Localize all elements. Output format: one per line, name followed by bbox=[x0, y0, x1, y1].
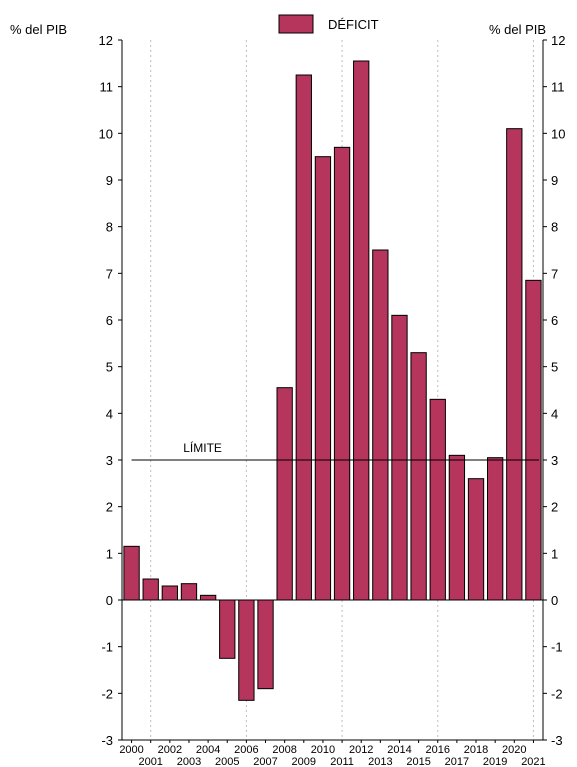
x-tick-label: 2010 bbox=[311, 744, 335, 756]
x-tick-label: 2014 bbox=[387, 744, 411, 756]
x-tick-label: 2004 bbox=[196, 744, 220, 756]
bar bbox=[391, 314, 408, 601]
bar bbox=[506, 128, 523, 601]
y-tick-label-right: -1 bbox=[551, 640, 563, 655]
bar bbox=[180, 583, 198, 601]
bar bbox=[199, 594, 217, 601]
bar bbox=[467, 478, 485, 601]
y-tick-label-right: 9 bbox=[551, 173, 558, 188]
x-tick-label: 2000 bbox=[119, 744, 143, 756]
y-tick-label-right: -3 bbox=[551, 733, 563, 748]
bar bbox=[161, 585, 178, 601]
bar bbox=[333, 146, 351, 601]
reference-line-group: LÍMITE bbox=[131, 440, 539, 461]
x-tick-label: 2003 bbox=[177, 756, 201, 767]
y-tick-label-right: 0 bbox=[551, 593, 558, 608]
x-tick-label: 2021 bbox=[521, 756, 545, 767]
x-tick-label: 2020 bbox=[502, 744, 526, 756]
y-tick-label-left: 11 bbox=[100, 80, 114, 95]
y-tick-label-left: -1 bbox=[101, 640, 113, 655]
y-tick-label-left: 5 bbox=[106, 360, 113, 375]
legend-swatch bbox=[278, 14, 314, 34]
bar bbox=[219, 599, 236, 659]
bar bbox=[257, 599, 274, 690]
bar bbox=[353, 60, 370, 601]
bar bbox=[525, 279, 542, 601]
y-axis-left-unit: % del PIB bbox=[10, 22, 67, 37]
x-tick-label: 2018 bbox=[464, 744, 488, 756]
bar bbox=[487, 457, 504, 601]
x-tick-label: 2005 bbox=[215, 756, 239, 767]
y-tick-label-left: 10 bbox=[99, 126, 113, 141]
y-tick-label-left: 1 bbox=[106, 546, 113, 561]
x-tick-label: 2017 bbox=[445, 756, 469, 767]
x-tick-label: 2019 bbox=[483, 756, 507, 767]
y-tick-label-left: 6 bbox=[106, 313, 113, 328]
y-axis-right-unit: % del PIB bbox=[489, 22, 546, 37]
bar bbox=[372, 249, 389, 601]
y-tick-label-left: 4 bbox=[106, 406, 113, 421]
bar bbox=[410, 352, 427, 601]
y-tick-label-left: 8 bbox=[106, 220, 113, 235]
y-tick-label-left: 9 bbox=[106, 173, 113, 188]
x-tick-label: 2006 bbox=[234, 744, 258, 756]
y-tick-label-right: 10 bbox=[551, 126, 565, 141]
y-tick-label-right: 1 bbox=[551, 546, 558, 561]
y-tick-label-right: 4 bbox=[551, 406, 558, 421]
x-tick-label: 2007 bbox=[253, 756, 277, 767]
x-tick-label: 2002 bbox=[158, 744, 182, 756]
y-tick-label-right: 8 bbox=[551, 220, 558, 235]
x-tick-label: 2011 bbox=[330, 756, 354, 767]
y-tick-label-left: -2 bbox=[101, 686, 113, 701]
y-tick-label-right: 7 bbox=[551, 266, 558, 281]
bar bbox=[142, 578, 159, 601]
y-tick-label-right: -2 bbox=[551, 686, 563, 701]
y-tick-label-left: 0 bbox=[106, 593, 113, 608]
legend: DÉFICIT bbox=[278, 14, 379, 34]
y-tick-label-right: 3 bbox=[551, 453, 558, 468]
reference-line-label: LÍMITE bbox=[183, 440, 222, 455]
axes bbox=[121, 40, 544, 741]
bars bbox=[123, 60, 542, 701]
x-tick-label: 2013 bbox=[368, 756, 392, 767]
legend-label: DÉFICIT bbox=[328, 17, 379, 32]
bar bbox=[429, 398, 446, 601]
y-tick-label-right: 11 bbox=[551, 80, 565, 95]
y-tick-label-right: 12 bbox=[551, 33, 565, 48]
y-tick-label-left: -3 bbox=[101, 733, 113, 748]
x-tick-label: 2016 bbox=[426, 744, 450, 756]
x-tick-label: 2008 bbox=[272, 744, 296, 756]
y-tick-label-right: 2 bbox=[551, 500, 558, 515]
bar bbox=[295, 74, 312, 601]
bar bbox=[238, 599, 255, 701]
x-tick-label: 2001 bbox=[138, 756, 162, 767]
x-axis-tick-labels: 2000200120022003200420052006200720082009… bbox=[119, 740, 546, 767]
bar bbox=[123, 545, 140, 601]
y-tick-label-left: 2 bbox=[106, 500, 113, 515]
bar bbox=[448, 454, 466, 601]
y-tick-label-left: 3 bbox=[106, 453, 113, 468]
bar bbox=[276, 387, 293, 601]
x-tick-label: 2012 bbox=[349, 744, 373, 756]
y-tick-label-left: 12 bbox=[99, 33, 113, 48]
y-tick-label-left: 7 bbox=[106, 266, 113, 281]
bar bbox=[314, 156, 332, 601]
x-tick-label: 2015 bbox=[406, 756, 430, 767]
y-tick-label-right: 5 bbox=[551, 360, 558, 375]
x-tick-label: 2009 bbox=[292, 756, 316, 767]
y-tick-label-right: 6 bbox=[551, 313, 558, 328]
